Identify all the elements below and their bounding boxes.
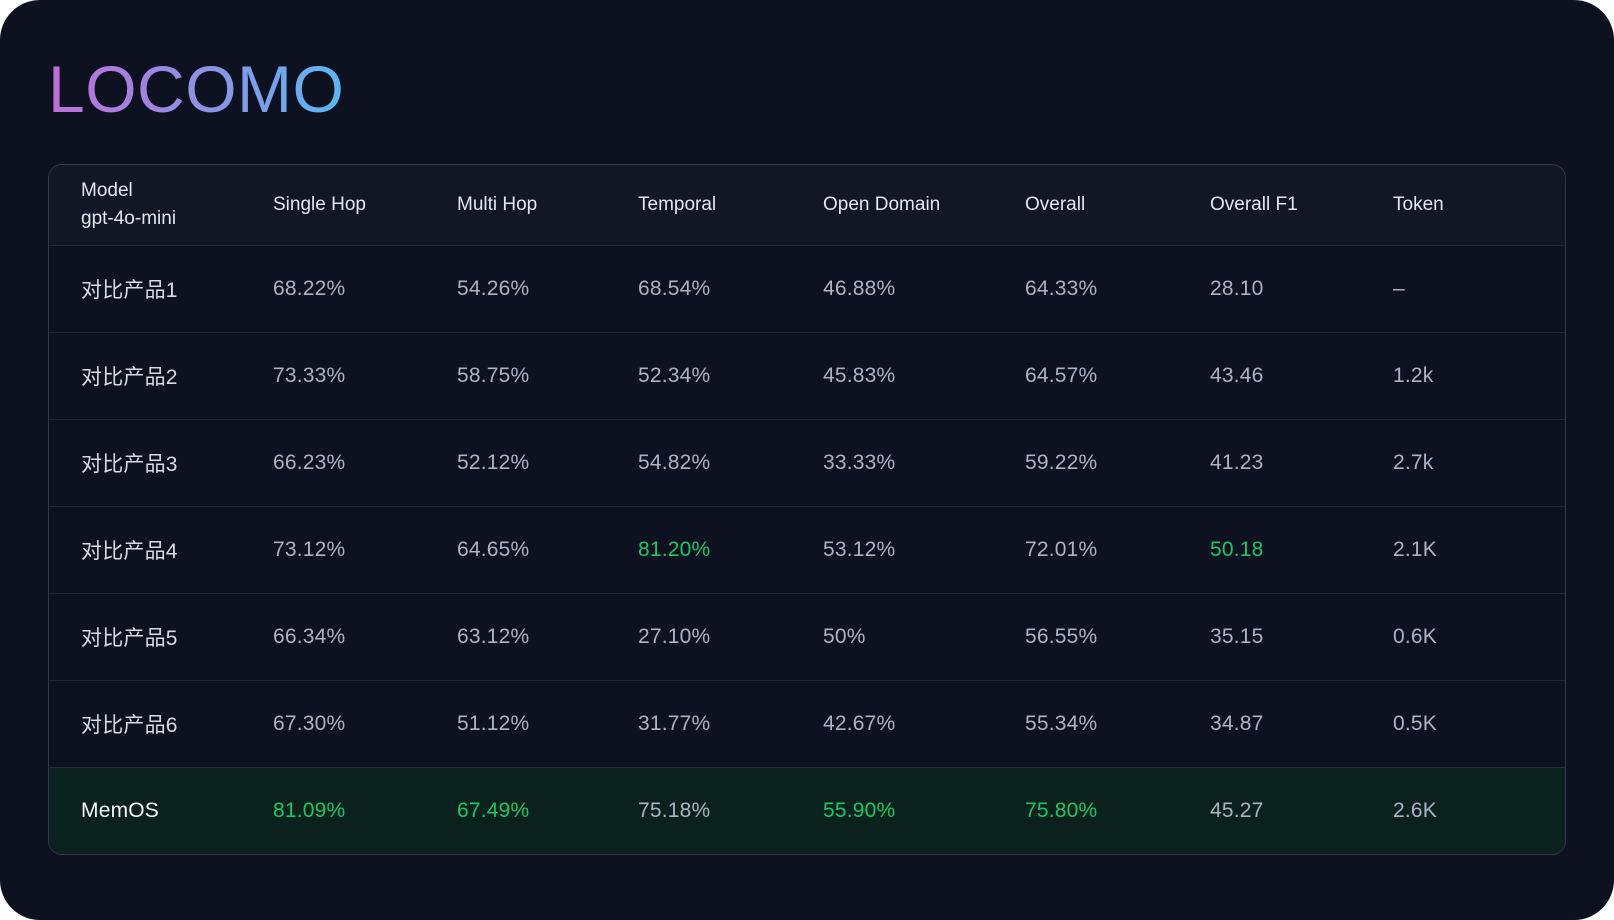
table-row: 对比产品5 66.34% 63.12% 27.10% 50% 56.55% 35.15 0.6… xyxy=(49,593,1565,680)
value-cell: 45.27 xyxy=(1210,798,1264,822)
results-table: Model gpt-4o-mini Single Hop Multi Hop Tem… xyxy=(49,165,1565,854)
value-cell: 75.80% xyxy=(1025,798,1098,822)
value-cell: 66.23% xyxy=(273,450,346,474)
value-cell: 55.34% xyxy=(1025,711,1098,735)
value-cell: 73.33% xyxy=(273,363,346,387)
value-cell: 66.34% xyxy=(273,624,346,648)
value-cell: 28.10 xyxy=(1210,276,1264,300)
value-cell: 81.20% xyxy=(638,537,711,561)
column-header-token: Token xyxy=(1393,193,1444,215)
value-cell: 42.67% xyxy=(823,711,896,735)
value-cell: 68.22% xyxy=(273,276,346,300)
value-cell: 56.55% xyxy=(1025,624,1098,648)
value-cell: 81.09% xyxy=(273,798,346,822)
value-cell: 64.33% xyxy=(1025,276,1098,300)
value-cell: 64.65% xyxy=(457,537,530,561)
value-cell: 41.23 xyxy=(1210,450,1264,474)
value-cell: 64.57% xyxy=(1025,363,1098,387)
value-cell: 75.18% xyxy=(638,798,711,822)
table-row: 对比产品3 66.23% 52.12% 54.82% 33.33% 59.22% 41.23… xyxy=(49,419,1565,506)
table-row: 对比产品1 68.22% 54.26% 68.54% 46.88% 64.33% 28.10… xyxy=(49,245,1565,332)
value-cell: 43.46 xyxy=(1210,363,1264,387)
value-cell: 55.90% xyxy=(823,798,896,822)
value-cell: 33.33% xyxy=(823,450,896,474)
table-row: 对比产品6 67.30% 51.12% 31.77% 42.67% 55.34% 34.87… xyxy=(49,680,1565,767)
column-header-single-hop: Single Hop xyxy=(273,193,366,215)
column-header-model: Model gpt-4o-mini xyxy=(49,165,241,245)
value-cell: 68.54% xyxy=(638,276,711,300)
column-header-model-line2: gpt-4o-mini xyxy=(81,207,177,229)
value-cell: 59.22% xyxy=(1025,450,1098,474)
column-header-multi-hop: Multi Hop xyxy=(457,193,538,215)
value-cell: 0.5K xyxy=(1393,711,1437,735)
column-header-overall: Overall xyxy=(1025,193,1086,215)
model-cell: 对比产品1 xyxy=(81,278,178,302)
model-cell: 对比产品2 xyxy=(81,365,178,389)
table-row: 对比产品2 73.33% 58.75% 52.34% 45.83% 64.57% 43.46… xyxy=(49,332,1565,419)
column-header-overall-f1: Overall F1 xyxy=(1210,193,1298,215)
value-cell: 50% xyxy=(823,624,866,648)
value-cell: 67.30% xyxy=(273,711,346,735)
value-cell: 2.1K xyxy=(1393,537,1437,561)
table-row: MemOS 81.09% 67.49% 75.18% 55.90% 75.80% 45.27… xyxy=(49,767,1565,854)
model-cell: 对比产品4 xyxy=(81,539,178,563)
value-cell: 34.87 xyxy=(1210,711,1264,735)
value-cell: 2.7k xyxy=(1393,450,1434,474)
value-cell: 52.34% xyxy=(638,363,711,387)
column-header-temporal: Temporal xyxy=(638,193,717,215)
model-cell: 对比产品5 xyxy=(81,626,178,650)
table-row: 对比产品4 73.12% 64.65% 81.20% 53.12% 72.01% 50.18… xyxy=(49,506,1565,593)
value-cell: 35.15 xyxy=(1210,624,1264,648)
value-cell: 51.12% xyxy=(457,711,530,735)
value-cell: – xyxy=(1393,276,1405,300)
model-cell: 对比产品6 xyxy=(81,713,178,737)
table-header-row: Model gpt-4o-mini Single Hop Multi Hop Tem… xyxy=(49,165,1565,245)
value-cell: 46.88% xyxy=(823,276,896,300)
value-cell: 52.12% xyxy=(457,450,530,474)
value-cell: 53.12% xyxy=(823,537,896,561)
value-cell: 1.2k xyxy=(1393,363,1434,387)
value-cell: 72.01% xyxy=(1025,537,1098,561)
benchmark-table: Model gpt-4o-mini Single Hop Multi Hop Tem… xyxy=(48,164,1566,855)
model-cell: 对比产品3 xyxy=(81,452,178,476)
value-cell: 54.82% xyxy=(638,450,711,474)
value-cell: 58.75% xyxy=(457,363,530,387)
value-cell: 63.12% xyxy=(457,624,530,648)
value-cell: 67.49% xyxy=(457,798,530,822)
column-header-open-domain: Open Domain xyxy=(823,193,941,215)
value-cell: 73.12% xyxy=(273,537,346,561)
page-title: LOCOMO xyxy=(48,52,345,126)
column-header-model-line1: Model xyxy=(81,179,133,201)
value-cell: 45.83% xyxy=(823,363,896,387)
value-cell: 54.26% xyxy=(457,276,530,300)
value-cell: 2.6K xyxy=(1393,798,1437,822)
value-cell: 27.10% xyxy=(638,624,711,648)
value-cell: 0.6K xyxy=(1393,624,1437,648)
model-cell: MemOS xyxy=(81,798,160,822)
value-cell: 31.77% xyxy=(638,711,711,735)
value-cell: 50.18 xyxy=(1210,537,1264,561)
